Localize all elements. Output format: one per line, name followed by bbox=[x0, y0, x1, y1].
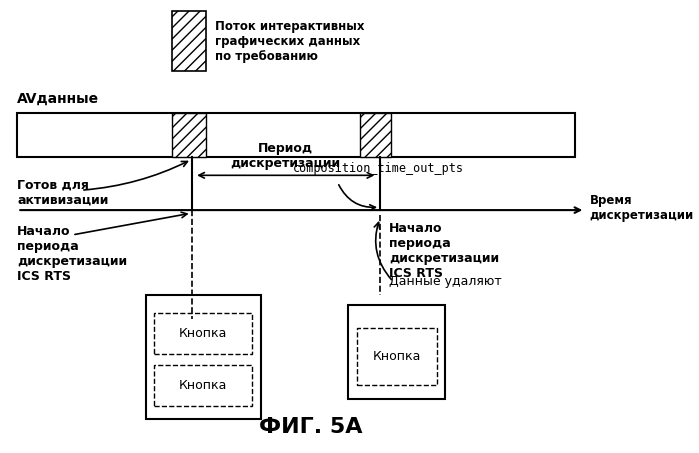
Text: Кнопка: Кнопка bbox=[179, 380, 227, 392]
Text: Время
дискретизации: Время дискретизации bbox=[590, 194, 694, 222]
Text: Кнопка: Кнопка bbox=[373, 350, 421, 363]
Text: Данные удаляют: Данные удаляют bbox=[389, 275, 502, 288]
Text: composition_time_out_pts: composition_time_out_pts bbox=[294, 162, 464, 175]
Bar bbox=[172, 11, 206, 71]
Text: Готов для
активизации: Готов для активизации bbox=[17, 178, 108, 206]
Bar bbox=[357, 328, 437, 385]
Bar bbox=[348, 304, 445, 399]
Bar bbox=[145, 294, 261, 419]
Text: Период
дискретизации: Период дискретизации bbox=[231, 142, 341, 170]
Bar bbox=[154, 366, 252, 406]
Text: Кнопка: Кнопка bbox=[179, 327, 227, 340]
Text: Начало
периода
дискретизации
ICS RTS: Начало периода дискретизации ICS RTS bbox=[389, 222, 499, 280]
Text: Начало
периода
дискретизации
ICS RTS: Начало периода дискретизации ICS RTS bbox=[17, 225, 127, 283]
Bar bbox=[17, 113, 575, 158]
Bar bbox=[154, 313, 252, 354]
Text: Поток интерактивных
графических данных
по требованию: Поток интерактивных графических данных п… bbox=[215, 19, 364, 63]
Text: AVданные: AVданные bbox=[17, 92, 99, 106]
Bar bbox=[360, 113, 391, 158]
Bar bbox=[172, 113, 206, 158]
Text: ФИГ. 5A: ФИГ. 5A bbox=[259, 417, 363, 437]
